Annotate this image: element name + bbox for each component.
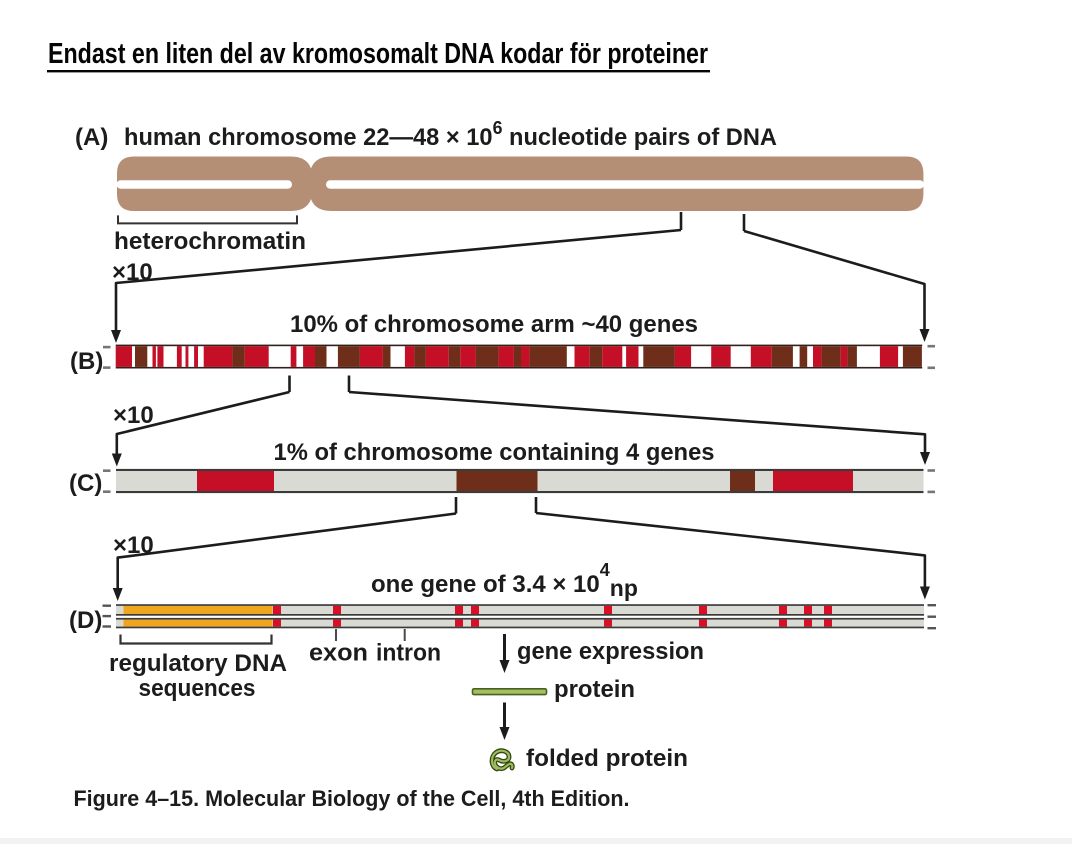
svg-text:1% of chromosome containing 4: 1% of chromosome containing 4 genes — [274, 439, 715, 466]
svg-text:(C): (C) — [69, 470, 102, 497]
svg-text:gene expression: gene expression — [517, 638, 704, 665]
svg-text:protein: protein — [554, 676, 635, 703]
svg-text:intron: intron — [376, 640, 441, 667]
svg-text:(D): (D) — [69, 607, 102, 634]
svg-text:×10: ×10 — [113, 532, 154, 559]
svg-text:human chromosome 22—48 × 106 n: human chromosome 22—48 × 106 nucleotide … — [124, 118, 777, 151]
svg-text:(B): (B) — [70, 348, 103, 375]
svg-text:heterochromatin: heterochromatin — [114, 228, 306, 255]
svg-text:(A): (A) — [75, 124, 108, 151]
svg-text:exon: exon — [309, 640, 368, 667]
svg-text:10% of chromosome arm ~40 gene: 10% of chromosome arm ~40 genes — [290, 311, 698, 338]
svg-text:folded protein: folded protein — [526, 745, 688, 772]
svg-text:sequences: sequences — [139, 675, 256, 702]
svg-text:Endast en liten del av kromoso: Endast en liten del av kromosomalt DNA k… — [48, 38, 708, 70]
svg-text:×10: ×10 — [112, 259, 153, 286]
svg-text:×10: ×10 — [113, 402, 154, 429]
svg-text:Figure 4–15. Molecular Biology: Figure 4–15. Molecular Biology of the Ce… — [74, 786, 630, 811]
svg-text:regulatory DNA: regulatory DNA — [109, 650, 287, 677]
